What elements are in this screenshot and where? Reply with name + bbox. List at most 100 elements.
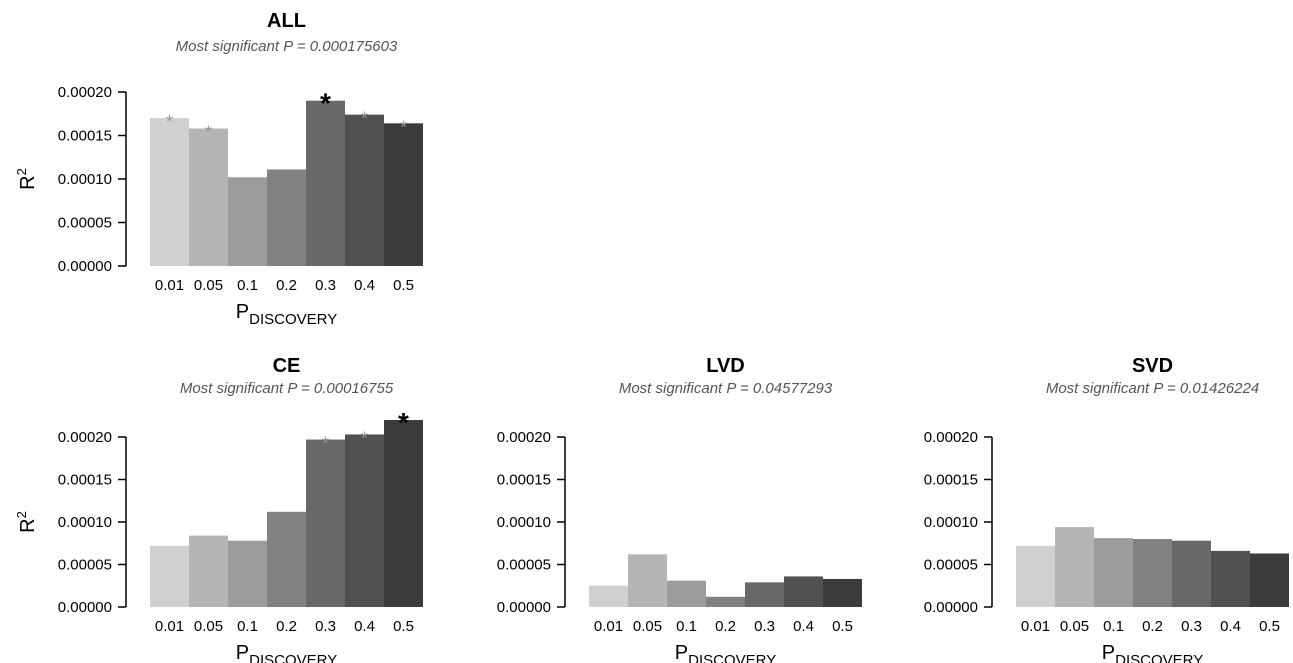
y-tick-label: 0.00015 [497,472,551,489]
y-tick-label: 0.00010 [924,514,978,531]
significance-marker: * [166,112,173,132]
x-tick-label: 0.2 [715,618,736,635]
y-tick-label: 0.00020 [58,429,112,446]
chart-panel-svd: SVD Most significant P = 0.01426224 0.0000… [924,355,1289,663]
chart-panel-lvd: LVD Most significant P = 0.04577293 0.0000… [497,355,862,663]
y-tick-label: 0.00015 [58,128,112,145]
x-tick-label: 0.1 [237,618,258,635]
bar [667,580,706,607]
x-tick-label: 0.5 [832,618,853,635]
bar [267,511,306,607]
x-tick-label: 0.05 [1060,618,1089,635]
x-axis-label-sub: DISCOVERY [688,652,776,663]
y-tick-label: 0.00000 [58,258,112,275]
chart-title: LVD [706,355,745,377]
x-tick-label: 0.01 [155,618,184,635]
bar [345,114,384,267]
y-tick-label: 0.00020 [924,429,978,446]
x-tick-label: 0.5 [393,277,414,294]
chart-subtitle: Most significant P = 0.04577293 [619,380,833,397]
y-axis-label-sup: 2 [14,168,29,175]
x-tick-label: 0.01 [155,277,184,294]
y-axis-label-main: R [17,175,39,189]
x-axis-label: PDISCOVERY [675,642,776,663]
bar [1250,553,1289,607]
chart-panel-all: ALL Most significant P = 0.000175603 0.000… [14,10,423,328]
x-tick-label: 0.1 [1103,618,1124,635]
y-tick-label: 0.00000 [497,599,551,616]
bar [1094,538,1133,607]
x-tick-label: 0.5 [1259,618,1280,635]
y-tick-label: 0.00005 [58,557,112,574]
y-tick-label: 0.00015 [924,472,978,489]
chart-title: ALL [267,10,306,32]
y-axis-label-sup: 2 [14,511,29,518]
x-tick-label: 0.4 [793,618,814,635]
chart-panel-ce: CE Most significant P = 0.00016755 0.00000… [14,355,423,663]
significance-marker: * [205,123,212,143]
significance-marker: * [400,117,407,137]
bar [384,123,423,266]
y-axis-label: R2 [14,511,39,533]
x-tick-label: 0.2 [276,618,297,635]
chart-subtitle: Most significant P = 0.000175603 [176,38,398,55]
x-tick-label: 0.1 [676,618,697,635]
bar [1133,539,1172,607]
bar [384,420,423,607]
significance-marker: * [322,434,329,454]
x-axis-label-main: P [236,642,249,663]
significance-marker: * [361,428,368,448]
x-tick-label: 0.3 [315,277,336,294]
bar [189,535,228,607]
y-tick-label: 0.00005 [58,215,112,232]
y-tick-label: 0.00010 [58,514,112,531]
x-axis-label-sub: DISCOVERY [249,311,337,328]
chart-title: CE [273,355,301,377]
bar [706,596,745,607]
chart-subtitle: Most significant P = 0.00016755 [180,380,394,397]
x-axis-label-main: P [1102,642,1115,663]
bar [150,118,189,266]
bar [1211,550,1250,607]
y-tick-label: 0.00020 [58,84,112,101]
bar [628,554,667,607]
bar [589,585,628,607]
bar [345,434,384,607]
x-tick-label: 0.2 [1142,618,1163,635]
y-tick-label: 0.00010 [58,171,112,188]
bar [306,439,345,607]
bar [1055,527,1094,607]
x-axis-label-sub: DISCOVERY [1115,652,1203,663]
x-tick-label: 0.01 [1021,618,1050,635]
chart-subtitle: Most significant P = 0.01426224 [1046,380,1259,397]
chart-title: SVD [1132,355,1173,377]
bar [228,540,267,607]
significance-marker: * [320,88,331,119]
x-tick-label: 0.3 [315,618,336,635]
x-tick-label: 0.05 [194,618,223,635]
bar [1016,545,1055,607]
x-tick-label: 0.3 [754,618,775,635]
bar [1172,540,1211,607]
y-tick-label: 0.00000 [58,599,112,616]
x-axis-label: PDISCOVERY [236,642,337,663]
y-axis-label-main: R [17,518,39,532]
x-tick-label: 0.1 [237,277,258,294]
x-tick-label: 0.4 [354,618,375,635]
bar [745,582,784,607]
y-tick-label: 0.00015 [58,472,112,489]
x-axis-label: PDISCOVERY [1102,642,1203,663]
bar [189,128,228,266]
bar [823,578,862,607]
x-tick-label: 0.01 [594,618,623,635]
bar [306,100,345,266]
x-tick-label: 0.4 [1220,618,1241,635]
x-tick-label: 0.4 [354,277,375,294]
x-axis-label-sub: DISCOVERY [249,652,337,663]
bar [228,177,267,266]
bar [784,576,823,607]
x-axis-label-main: P [675,642,688,663]
y-tick-label: 0.00020 [497,429,551,446]
x-tick-label: 0.05 [194,277,223,294]
